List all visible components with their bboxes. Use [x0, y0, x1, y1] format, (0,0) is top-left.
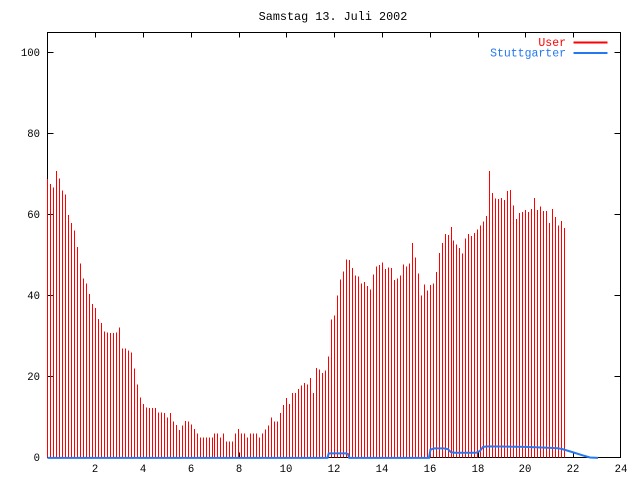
- svg-text:12: 12: [328, 464, 341, 476]
- svg-text:80: 80: [27, 129, 40, 141]
- svg-text:4: 4: [140, 464, 146, 476]
- svg-text:18: 18: [472, 464, 485, 476]
- svg-text:100: 100: [21, 48, 40, 60]
- svg-text:10: 10: [280, 464, 293, 476]
- svg-text:60: 60: [27, 210, 40, 222]
- svg-text:24: 24: [615, 464, 628, 476]
- svg-text:Samstag 13. Juli 2002: Samstag 13. Juli 2002: [259, 10, 408, 24]
- svg-text:40: 40: [27, 291, 40, 303]
- svg-text:2: 2: [92, 464, 98, 476]
- svg-text:Stuttgarter: Stuttgarter: [490, 48, 566, 61]
- svg-text:User: User: [538, 37, 566, 50]
- svg-text:0: 0: [34, 453, 40, 465]
- svg-text:20: 20: [519, 464, 532, 476]
- svg-text:20: 20: [27, 372, 40, 384]
- svg-text:16: 16: [424, 464, 437, 476]
- svg-text:14: 14: [376, 464, 389, 476]
- svg-text:6: 6: [188, 464, 194, 476]
- svg-text:8: 8: [236, 464, 242, 476]
- svg-text:22: 22: [567, 464, 580, 476]
